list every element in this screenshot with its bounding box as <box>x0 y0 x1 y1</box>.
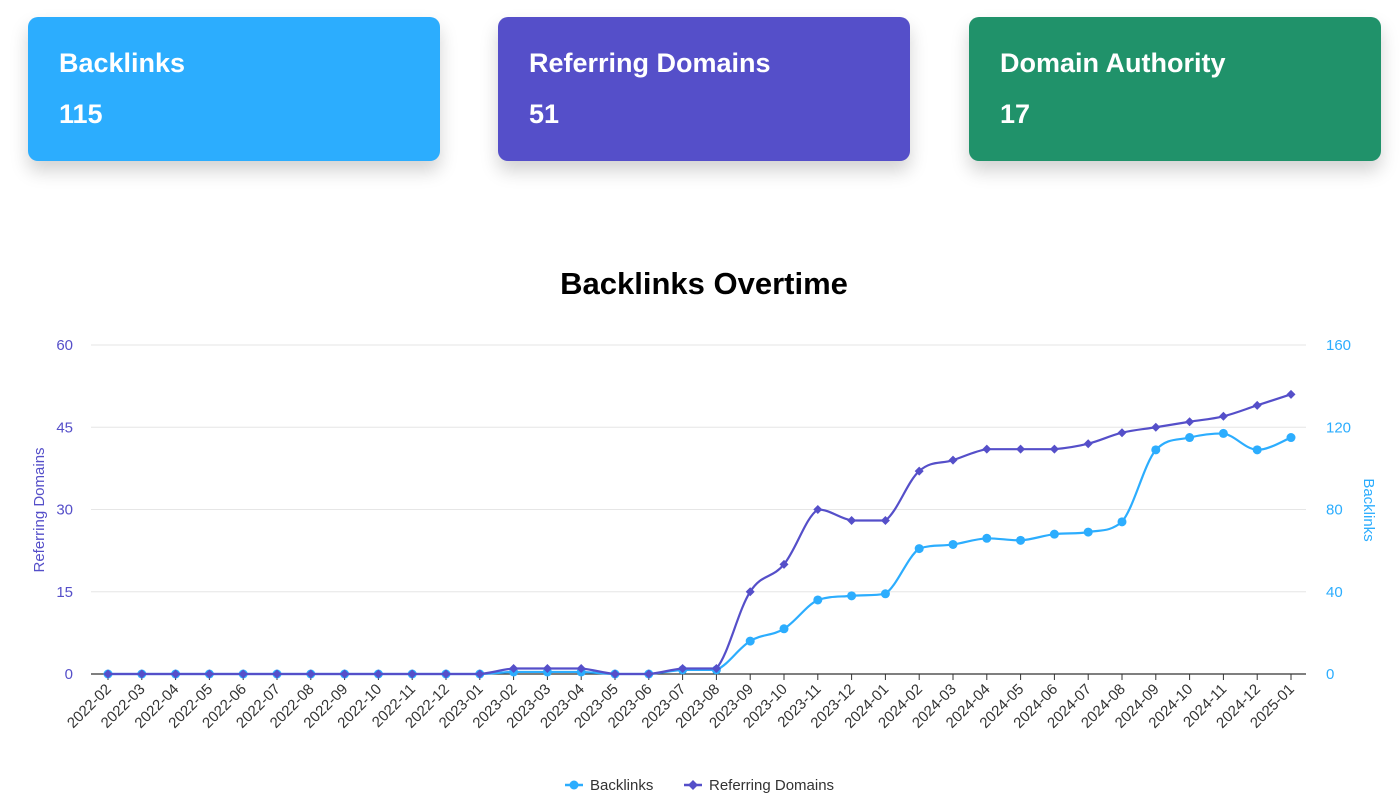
referring-domains-point[interactable] <box>813 505 823 514</box>
referring-domains-point[interactable] <box>272 669 282 679</box>
referring-domains-point[interactable] <box>711 664 721 674</box>
backlinks-point[interactable] <box>1049 529 1059 539</box>
legend-circle-icon <box>569 780 579 790</box>
referring-domains-point[interactable] <box>1049 444 1059 454</box>
referring-domains-point[interactable] <box>306 669 316 679</box>
backlinks-point[interactable] <box>914 544 924 554</box>
right-tick-label: 0 <box>1326 666 1334 683</box>
stats-cards: Backlinks 115 Referring Domains 51 Domai… <box>0 0 1400 200</box>
referring-domains-point[interactable] <box>542 664 552 674</box>
x-axis-ticks: 2022-022022-032022-042022-052022-062022-… <box>64 674 1298 732</box>
referring-domains-point[interactable] <box>340 669 350 679</box>
legend-diamond-icon <box>688 780 698 790</box>
chart-title: Backlinks Overtime <box>560 266 848 301</box>
backlinks-card: Backlinks 115 <box>28 17 440 161</box>
left-tick-label: 15 <box>56 584 73 601</box>
backlinks-chart: Backlinks Overtime 0 15 30 45 60 0 40 80 120 160… <box>0 230 1400 802</box>
referring-domains-point[interactable] <box>948 455 958 465</box>
backlinks-point[interactable] <box>1083 527 1093 537</box>
backlinks-point[interactable] <box>847 591 857 601</box>
backlinks-point[interactable] <box>1117 517 1127 527</box>
backlinks-card-title: Backlinks <box>59 48 186 78</box>
referring-domains-point[interactable] <box>880 515 890 525</box>
right-axis-label: Backlinks <box>1360 478 1377 541</box>
referring-domains-card-title: Referring Domains <box>529 48 771 78</box>
backlinks-point[interactable] <box>982 533 992 543</box>
left-tick-label: 30 <box>56 502 73 519</box>
domain-authority-card-value: 17 <box>1000 99 1031 129</box>
right-axis-ticks: 0 40 80 120 160 <box>1326 337 1351 683</box>
referring-domains-point[interactable] <box>373 669 383 679</box>
referring-domains-point[interactable] <box>1083 439 1093 449</box>
referring-domains-point[interactable] <box>576 664 586 674</box>
referring-domains-point[interactable] <box>103 669 113 679</box>
series-backlinks <box>103 428 1296 679</box>
referring-domains-point[interactable] <box>847 515 857 525</box>
legend-item-referring-domains[interactable]: Referring Domains <box>684 777 834 794</box>
right-tick-label: 80 <box>1326 502 1343 519</box>
backlinks-point[interactable] <box>813 595 823 605</box>
backlinks-point[interactable] <box>1218 428 1228 438</box>
referring-domains-point[interactable] <box>1218 411 1228 421</box>
referring-domains-point[interactable] <box>745 587 755 597</box>
referring-domains-point[interactable] <box>407 669 417 679</box>
referring-domains-line <box>108 393 1292 676</box>
legend-label-referring-domains: Referring Domains <box>709 777 834 794</box>
left-tick-label: 0 <box>65 666 73 683</box>
left-tick-label: 60 <box>56 337 73 354</box>
left-axis-label: Referring Domains <box>31 447 48 572</box>
referring-domains-point[interactable] <box>204 669 214 679</box>
referring-domains-point[interactable] <box>1185 417 1195 427</box>
chart-legend[interactable]: Backlinks Referring Domains <box>565 777 834 794</box>
referring-domains-point[interactable] <box>1252 400 1262 410</box>
chart-svg: Backlinks Overtime 0 15 30 45 60 0 40 80 120 160… <box>31 266 1377 794</box>
referring-domains-point[interactable] <box>1117 428 1127 438</box>
backlinks-point[interactable] <box>880 589 890 599</box>
backlinks-point[interactable] <box>1185 433 1195 443</box>
right-tick-label: 160 <box>1326 337 1351 354</box>
backlinks-point[interactable] <box>779 624 789 634</box>
referring-domains-point[interactable] <box>238 669 248 679</box>
referring-domains-point[interactable] <box>1151 422 1161 432</box>
right-tick-label: 120 <box>1326 419 1351 436</box>
right-tick-label: 40 <box>1326 584 1343 601</box>
grid-lines <box>91 344 1306 675</box>
backlinks-point[interactable] <box>745 636 755 646</box>
series-referring-domains <box>103 389 1296 679</box>
backlinks-point[interactable] <box>1286 433 1296 443</box>
referring-domains-point[interactable] <box>914 466 924 476</box>
backlinks-point[interactable] <box>1151 445 1161 455</box>
referring-domains-point[interactable] <box>171 669 181 679</box>
backlinks-point[interactable] <box>948 539 958 549</box>
left-tick-label: 45 <box>56 419 73 436</box>
left-axis-ticks: 0 15 30 45 60 <box>56 337 73 683</box>
referring-domains-card: Referring Domains 51 <box>498 17 910 161</box>
backlinks-point[interactable] <box>1016 535 1026 545</box>
legend-item-backlinks[interactable]: Backlinks <box>565 777 653 794</box>
referring-domains-point[interactable] <box>644 669 654 679</box>
referring-domains-point[interactable] <box>610 669 620 679</box>
referring-domains-point[interactable] <box>137 669 147 679</box>
domain-authority-card: Domain Authority 17 <box>969 17 1381 161</box>
referring-domains-card-value: 51 <box>529 99 560 129</box>
backlinks-card-value: 115 <box>59 99 103 129</box>
referring-domains-point[interactable] <box>779 559 789 569</box>
backlinks-line <box>108 432 1292 676</box>
domain-authority-card-title: Domain Authority <box>1000 48 1226 78</box>
referring-domains-point[interactable] <box>475 669 485 679</box>
referring-domains-point[interactable] <box>509 664 519 674</box>
referring-domains-point[interactable] <box>1016 444 1026 454</box>
backlinks-point[interactable] <box>1252 445 1262 455</box>
referring-domains-point[interactable] <box>1286 389 1296 399</box>
referring-domains-point[interactable] <box>441 669 451 679</box>
referring-domains-point[interactable] <box>982 444 992 454</box>
legend-label-backlinks: Backlinks <box>590 777 653 794</box>
referring-domains-point[interactable] <box>678 664 688 674</box>
